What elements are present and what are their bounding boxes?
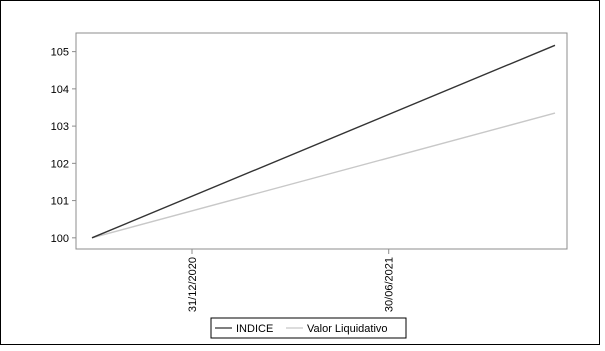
x-tick-label: 31/12/2020 bbox=[187, 257, 199, 312]
y-axis: 100 101 102 103 104 105 bbox=[51, 47, 76, 245]
legend: INDICE Valor Liquidativo bbox=[210, 317, 407, 339]
series-line-indice bbox=[91, 44, 556, 239]
y-tick-label: 101 bbox=[51, 196, 69, 208]
x-tick-label: 30/06/2021 bbox=[384, 257, 396, 312]
y-tick-label: 102 bbox=[51, 158, 69, 170]
y-tick-label: 100 bbox=[51, 233, 69, 245]
legend-box bbox=[210, 317, 407, 339]
y-tick-label: 104 bbox=[51, 84, 69, 96]
y-tick-label: 105 bbox=[51, 47, 69, 59]
legend-label-indice: INDICE bbox=[236, 323, 273, 335]
series-line-valor-liquidativo bbox=[91, 112, 556, 239]
x-axis: 31/12/2020 30/06/2021 bbox=[187, 249, 396, 312]
series-layer bbox=[91, 44, 556, 239]
legend-label-valor-liquidativo: Valor Liquidativo bbox=[307, 323, 388, 335]
plot-area bbox=[75, 32, 568, 250]
y-tick-label: 103 bbox=[51, 121, 69, 133]
chart-frame: 100 101 102 103 104 105 31/12/2020 30/06/2021 … bbox=[0, 0, 600, 345]
